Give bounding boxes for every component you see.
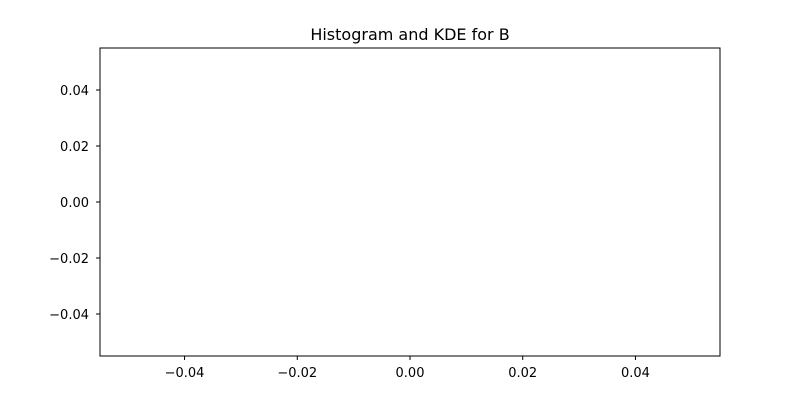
x-tick-label: 0.04: [621, 366, 650, 381]
x-axis: −0.04 −0.02 0.00 0.02 0.04: [165, 356, 650, 381]
y-tick-label: 0.00: [60, 196, 89, 211]
y-tick-label: −0.04: [49, 308, 89, 323]
y-tick-label: −0.02: [49, 252, 89, 267]
y-tick-label: 0.02: [60, 140, 89, 155]
y-axis: 0.04 0.02 0.00 −0.02 −0.04: [49, 84, 100, 323]
x-tick-label: 0.02: [508, 366, 537, 381]
y-tick-label: 0.04: [60, 84, 89, 99]
x-tick-label: −0.02: [277, 366, 317, 381]
x-tick-label: 0.00: [396, 366, 425, 381]
plot-frame: [99, 47, 721, 357]
chart-title: Histogram and KDE for B: [310, 25, 509, 44]
x-tick-label: −0.04: [165, 366, 205, 381]
